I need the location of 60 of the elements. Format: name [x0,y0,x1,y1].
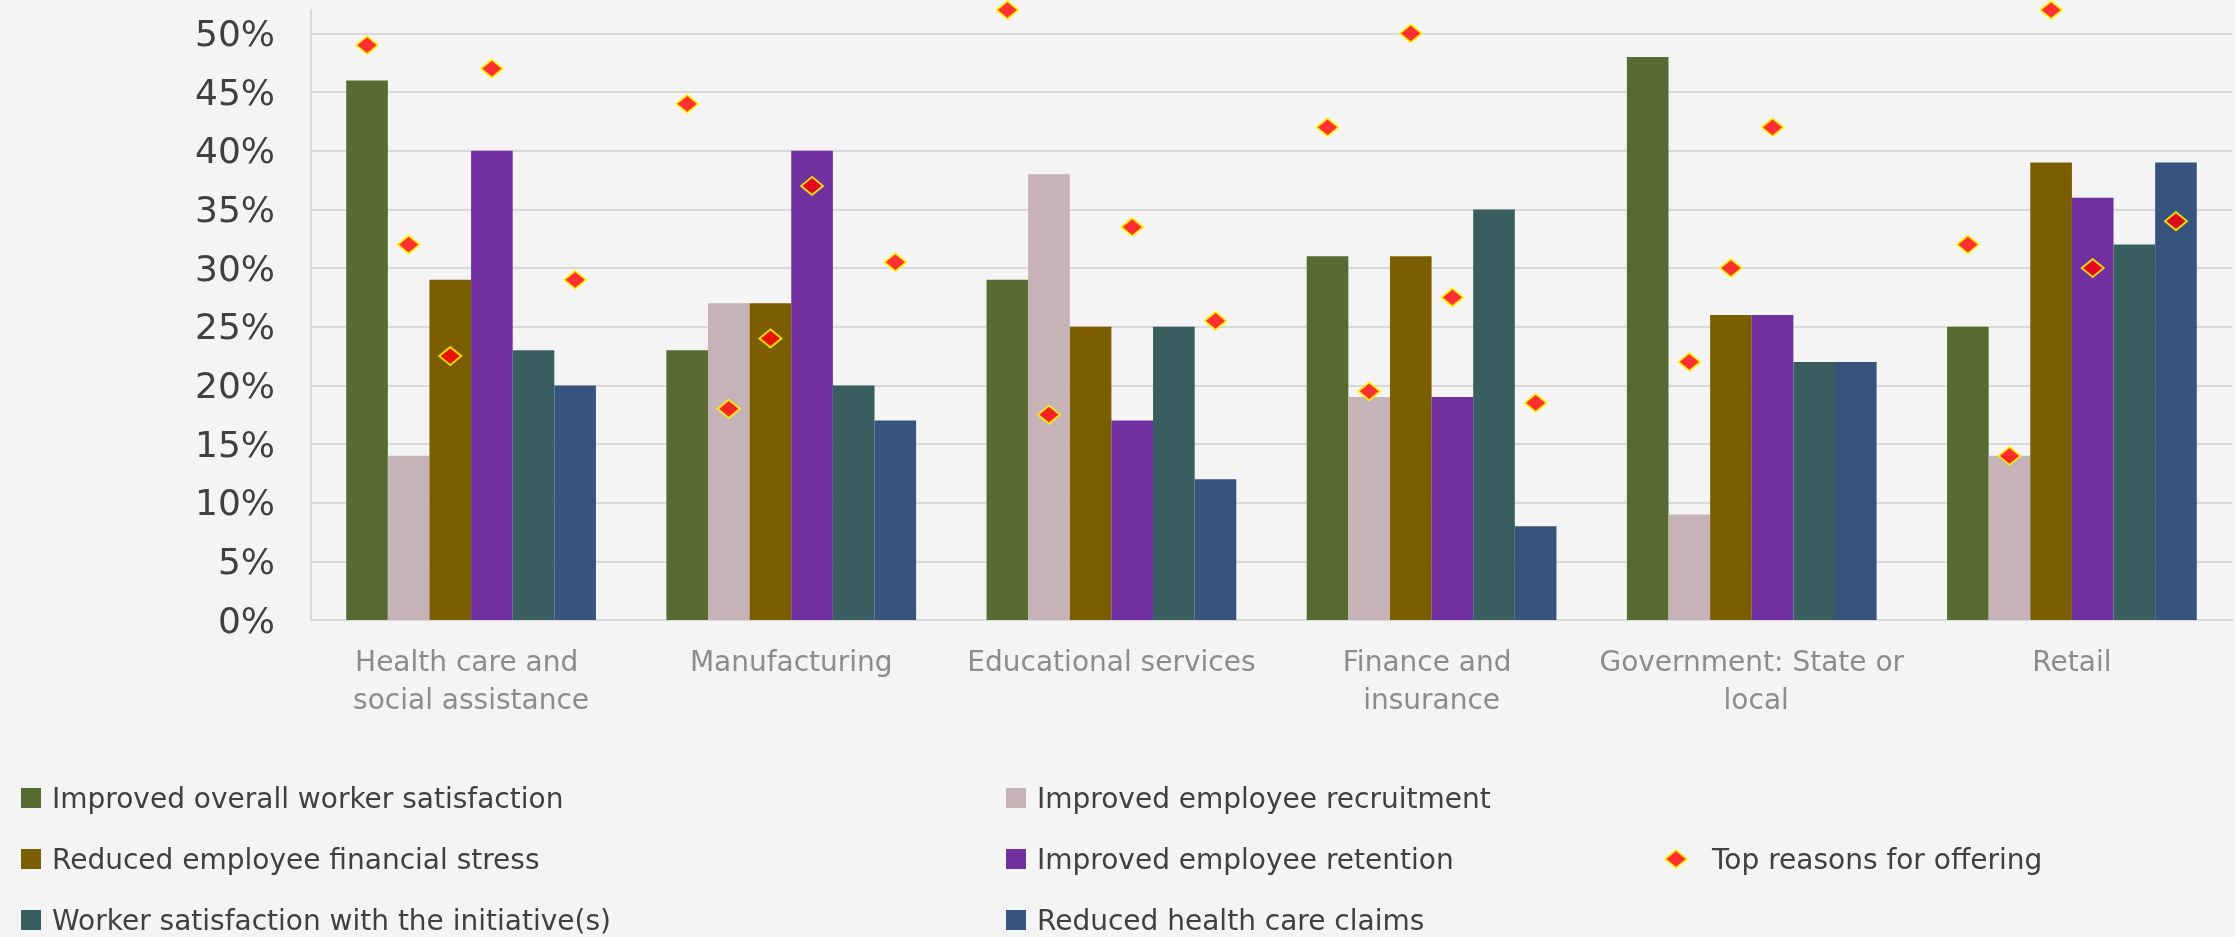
bar [986,279,1029,620]
x-tick-label: Finance and insurance [1342,644,1521,716]
x-tick-label: Government: State or local [1599,644,1905,716]
bar [1306,256,1349,620]
bar [387,455,430,620]
bar [832,385,875,620]
bar [791,150,833,620]
legend-label: Improved employee recruitment [1037,781,1491,815]
bar [1473,209,1515,620]
legend-label: Reduced health care claims [1037,903,1425,937]
y-tick-label: 0% [217,599,275,641]
y-tick-label: 10% [194,482,275,524]
bar [471,150,513,620]
x-tick-label: Manufacturing [689,644,893,678]
bar [666,350,709,620]
legend-label: Improved employee retention [1037,842,1454,876]
bar [1069,326,1112,620]
y-tick-label: 35% [194,188,275,230]
bar [1431,397,1474,620]
bar [1348,397,1390,620]
bar [554,385,596,620]
bar [2113,244,2156,620]
bar [749,303,792,620]
bar [708,303,750,620]
bar [429,279,472,620]
bar [874,420,917,620]
x-tick-label: Health care and social assistance [353,644,590,716]
bar [2155,162,2197,620]
y-tick-label: 20% [194,364,275,406]
bar [1988,455,2031,620]
bar [1514,526,1557,620]
y-tick-label: 50% [194,12,275,54]
bar [1153,326,1195,620]
bar [1947,326,1989,620]
bar [2071,197,2114,620]
bar [1751,315,1794,620]
y-tick-label: 15% [194,423,275,465]
legend-label: Reduced employee financial stress [52,842,540,876]
bar [1194,479,1237,620]
y-tick-label: 30% [194,247,275,289]
bar [1389,256,1432,620]
bar [1793,361,1835,620]
y-tick-label: 40% [194,130,275,172]
bar [1668,514,1711,620]
bar [1626,56,1669,620]
x-tick-label: Educational services [967,644,1256,678]
legend-label: Top reasons for offering [1711,842,2043,876]
legend-label: Worker satisfaction with the initiative(s) [52,903,611,937]
bar [1111,420,1154,620]
y-tick-label: 45% [194,71,275,113]
bar [346,80,388,620]
x-tick-label: Retail [2032,644,2112,678]
bar [1710,315,1752,620]
bar [512,350,555,620]
legend-label: Improved overall worker satisfaction [52,781,564,815]
bar [2030,162,2072,620]
bar [1834,361,1877,620]
y-tick-label: 5% [217,540,275,582]
y-tick-label: 25% [194,306,275,348]
bar [1028,174,1070,620]
